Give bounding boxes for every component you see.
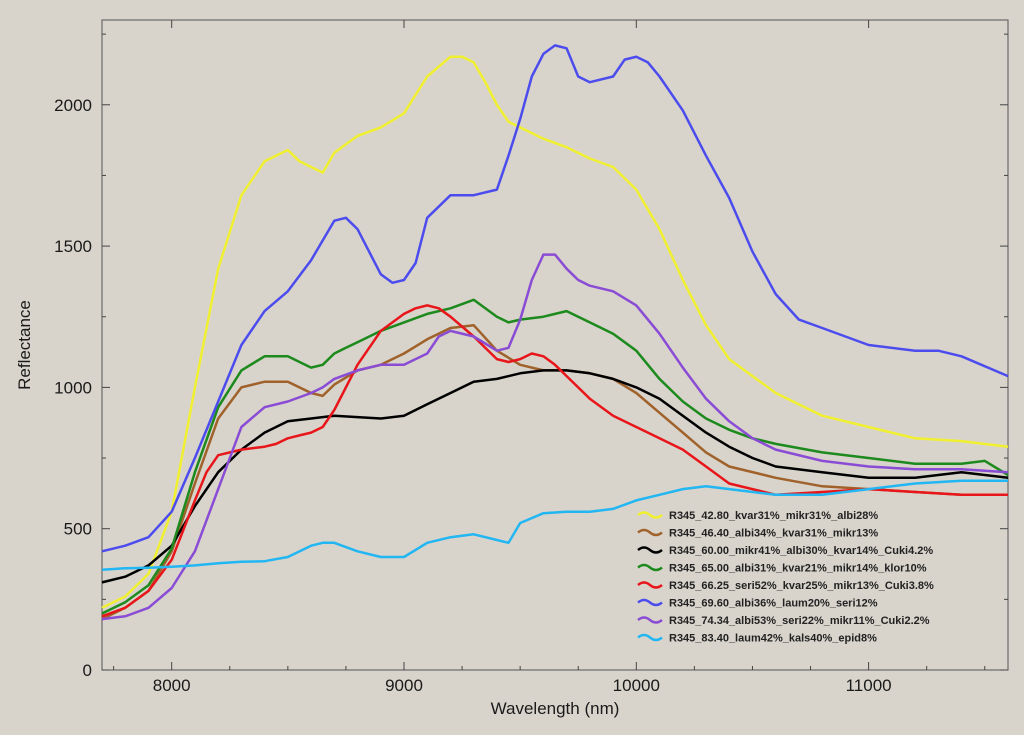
legend-swatch xyxy=(637,528,663,537)
y-tick-label: 0 xyxy=(83,661,92,680)
x-tick-label: 8000 xyxy=(153,676,191,695)
series-line-1 xyxy=(101,55,1009,609)
series-line-8 xyxy=(101,479,1008,571)
x-axis-title: Wavelength (nm) xyxy=(491,699,620,718)
legend-swatch xyxy=(637,563,663,572)
legend-swatch xyxy=(637,616,663,624)
legend-swatch xyxy=(637,581,663,589)
y-tick-label: 1500 xyxy=(54,237,92,256)
legend-entry: R345_69.60_albi36%_laum20%_seri12% xyxy=(669,598,878,610)
x-tick-label: 11000 xyxy=(846,676,892,695)
series-line-5 xyxy=(101,304,1008,618)
legend-swatch xyxy=(637,598,663,607)
x-tick-label: 9000 xyxy=(385,676,423,695)
series-line-7 xyxy=(101,253,1009,621)
y-tick-label: 1000 xyxy=(54,378,92,397)
legend-entry: R345_65.00_albi31%_kvar21%_mikr14%_klor1… xyxy=(669,563,927,575)
legend-entry: R345_42.80_kvar31%_mikr31%_albi28% xyxy=(669,510,878,522)
x-tick-label: 10000 xyxy=(613,676,660,695)
series-lines xyxy=(101,44,1009,621)
series-line-2 xyxy=(101,323,1008,621)
legend-swatch xyxy=(637,633,663,642)
axis-ticks xyxy=(102,20,1008,671)
legend-swatch xyxy=(637,546,663,554)
y-tick-label: 500 xyxy=(64,520,92,539)
legend-entry: R345_46.40_albi34%_kvar31%_mikr13% xyxy=(669,528,878,540)
series-line-6 xyxy=(101,44,1009,553)
legend-entry: R345_74.34_albi53%_seri22%_mikr11%_Cuki2… xyxy=(669,615,930,627)
y-axis-title: Reflectance xyxy=(15,300,34,390)
tick-labels: 8000 9000 10000 11000 0 500 1000 1500 2000 xyxy=(54,96,891,695)
legend-swatch xyxy=(637,511,663,519)
y-tick-label: 2000 xyxy=(54,96,92,115)
legend-entry: R345_83.40_laum42%_kals40%_epid8% xyxy=(669,633,877,645)
legend-entry: R345_60.00_mikr41%_albi30%_kvar14%_Cuki4… xyxy=(669,545,933,557)
legend: R345_42.80_kvar31%_mikr31%_albi28% R345_4… xyxy=(637,510,934,645)
series-line-3 xyxy=(101,369,1009,584)
legend-entry: R345_66.25_seri52%_kvar25%_mikr13%_Cuki3… xyxy=(669,580,934,592)
